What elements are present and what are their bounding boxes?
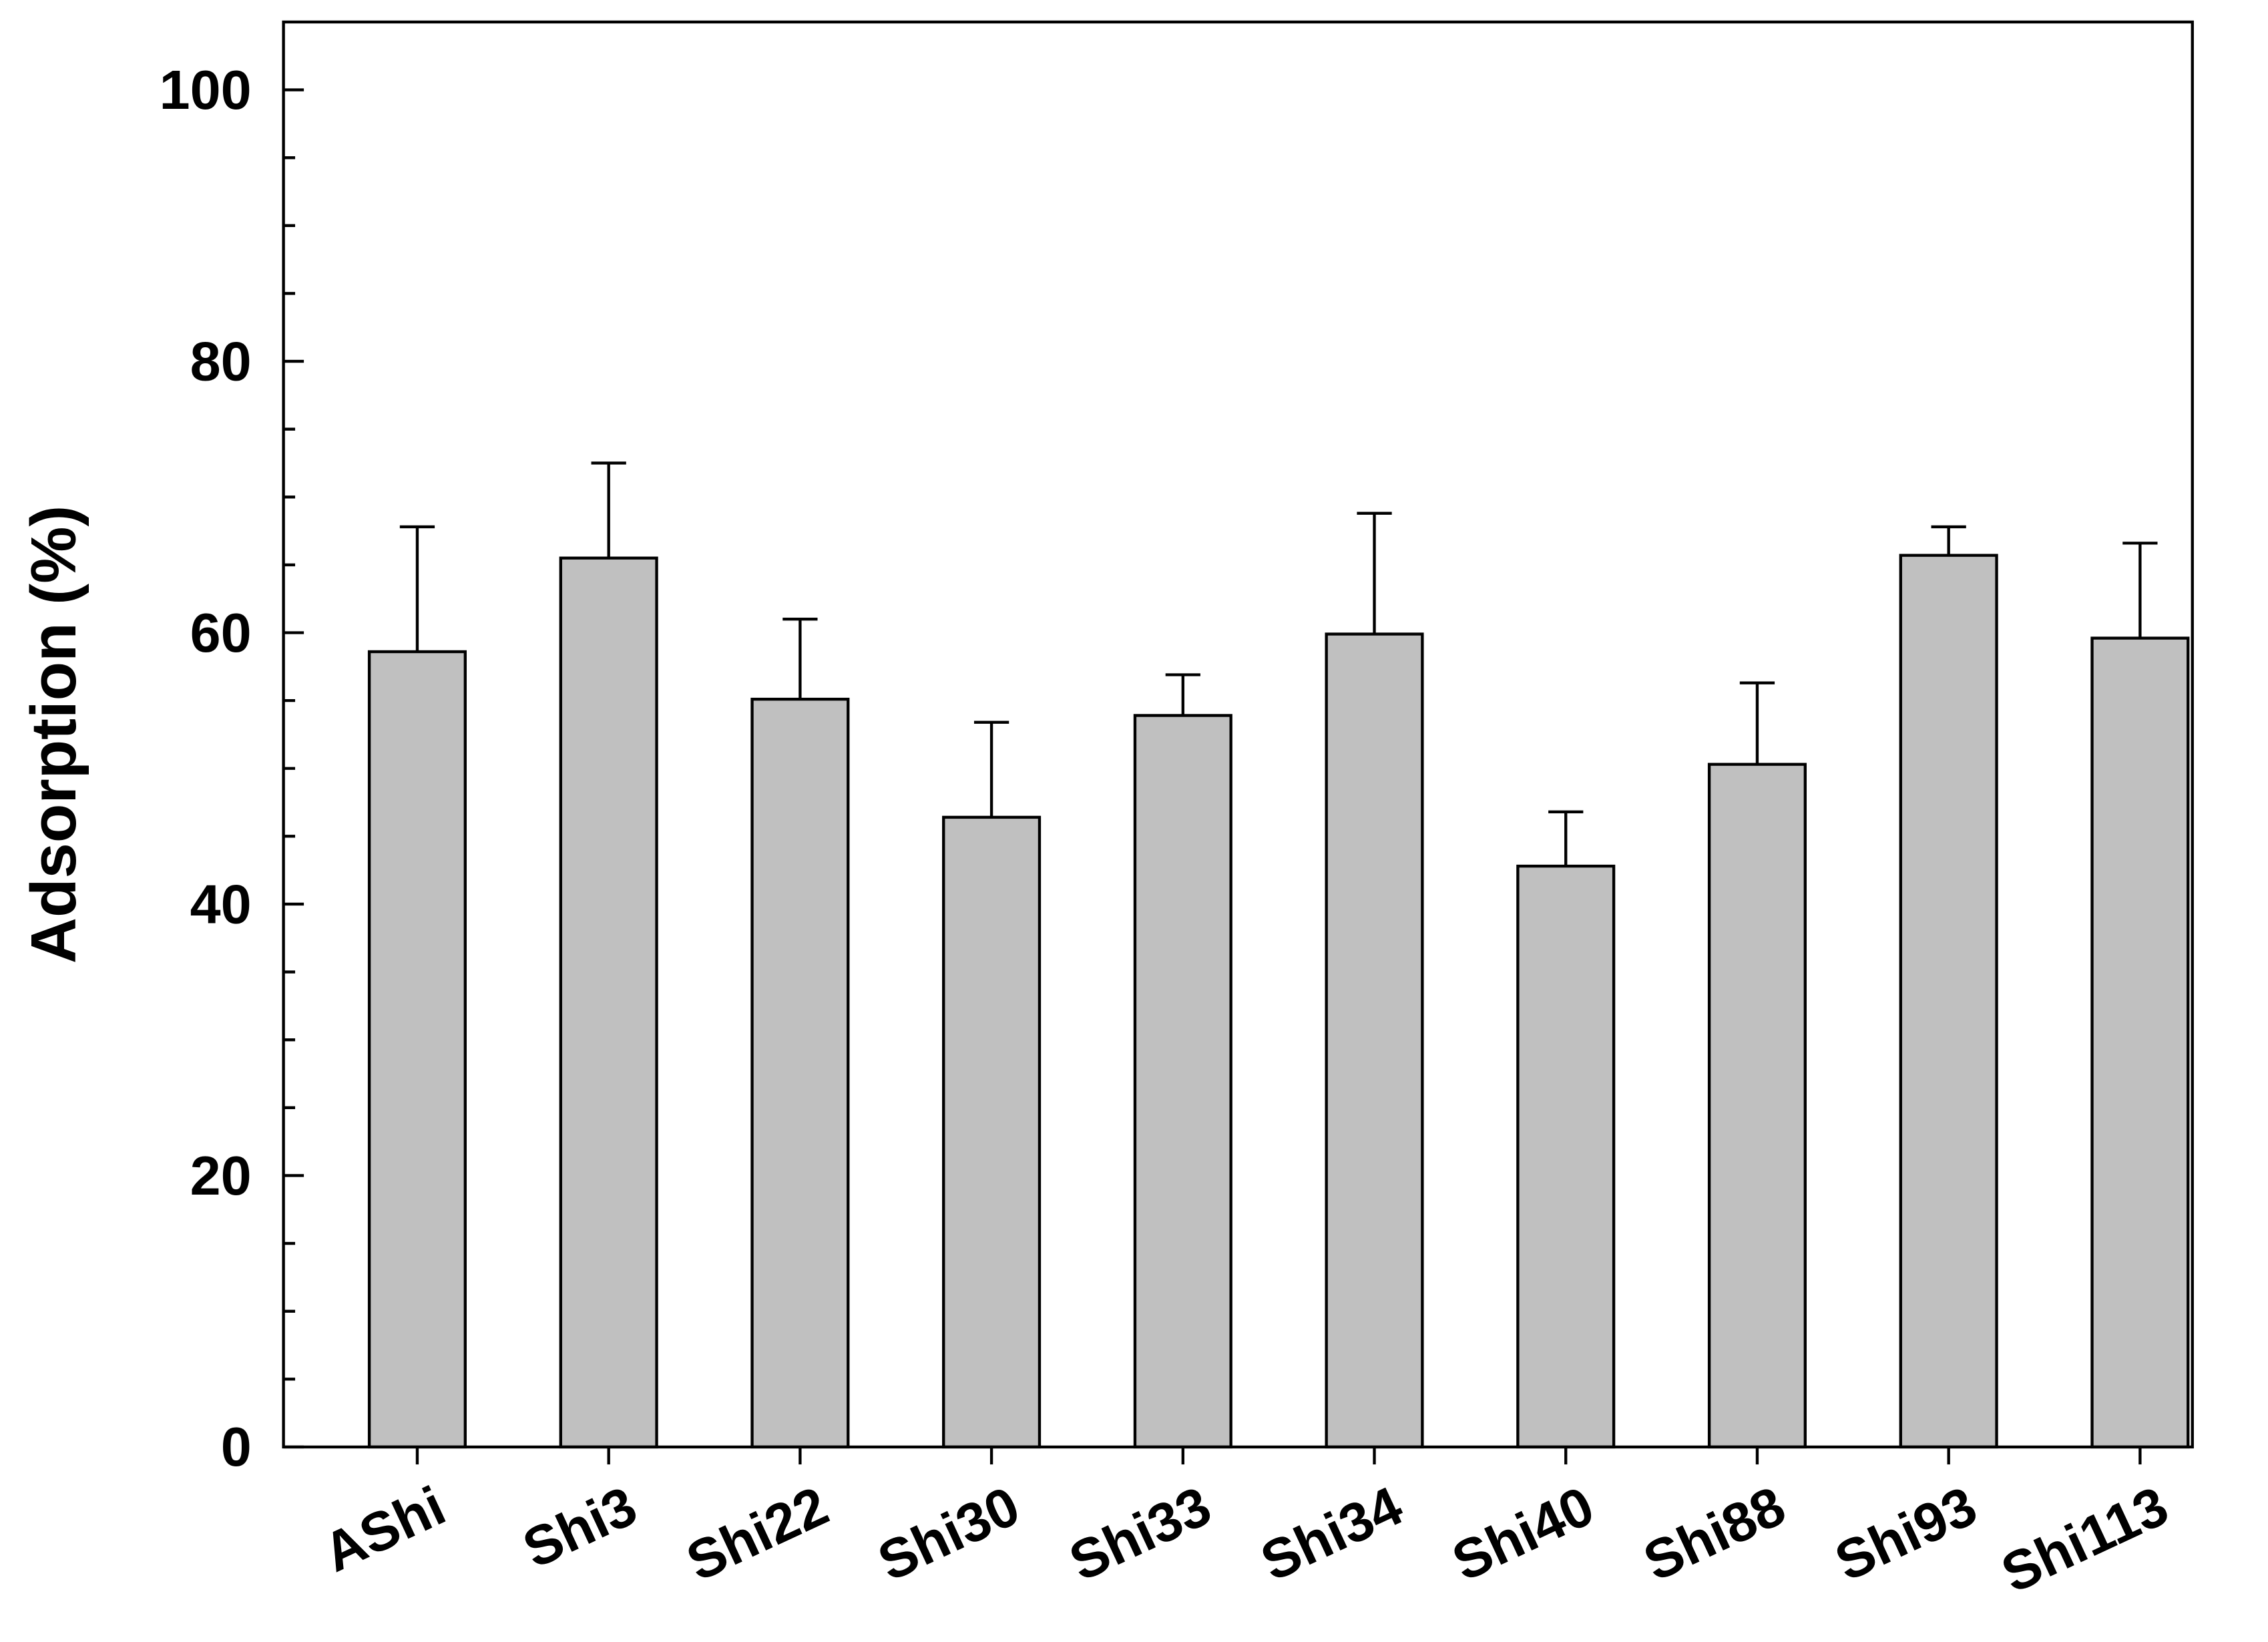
bar-Shi34 [1325,632,1424,1449]
y-tick-label: 100 [160,59,252,121]
y-tick-label: 60 [190,602,252,664]
y-tick-label: 40 [190,873,252,935]
x-tick-label: Shi30 [869,1474,1028,1593]
y-axis: 0 20 40 60 80 100 [160,59,304,1478]
x-tick-label: Shi93 [1826,1474,1986,1593]
plot-frame [282,20,2194,1449]
x-axis: AShi Shi3 Shi22 Shi30 Shi33 Shi34 Shi40 Shi88 Sh… [314,1446,2177,1605]
bar-Shi113 [2090,636,2190,1449]
y-tick-label: 0 [221,1416,252,1478]
x-tick-label: Shi40 [1443,1474,1602,1593]
bar-Shi22 [750,697,850,1449]
x-tick-label: AShi [314,1474,454,1584]
x-tick-label: Shi22 [678,1474,837,1593]
x-tick-label: Shi34 [1252,1474,1411,1593]
x-tick-label: Shi3 [514,1474,646,1580]
x-tick-label: Shi113 [1992,1474,2177,1605]
x-tick-label: Shi33 [1060,1474,1220,1593]
bar-Shi3 [559,556,658,1449]
bar-Shi40 [1516,864,1616,1449]
y-axis-label: Adsorption (%) [18,505,89,964]
bar-AShi [367,650,467,1449]
y-tick-label: 80 [190,330,252,392]
bar-Shi88 [1707,763,1807,1449]
x-tick-label: Shi88 [1634,1474,1794,1593]
bars-group [367,461,2190,1449]
bar-Shi93 [1899,554,1998,1449]
bar-Shi33 [1133,714,1232,1449]
bar-Shi30 [942,815,1042,1449]
y-tick-label: 20 [190,1145,252,1207]
